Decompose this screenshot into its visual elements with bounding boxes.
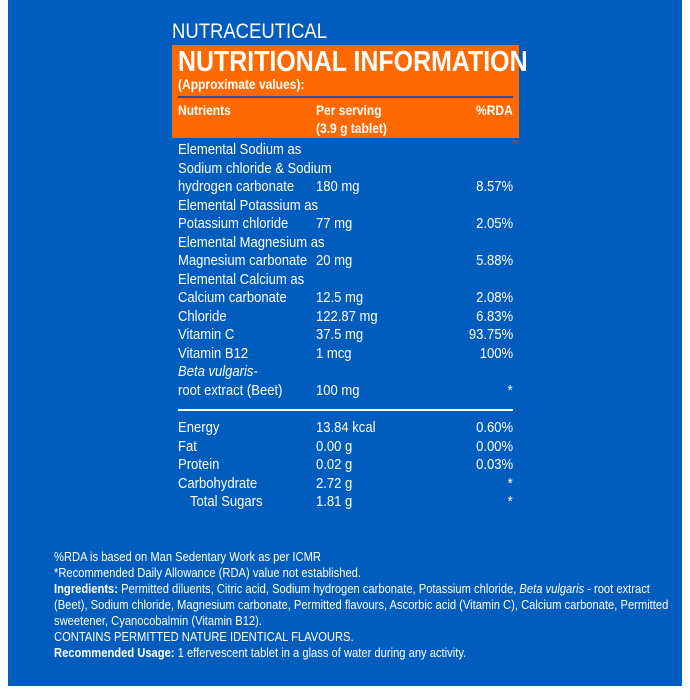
nutrient-value: 12.5 mg <box>316 290 364 306</box>
nutrient-name: Chloride <box>178 308 227 325</box>
table-divider <box>178 409 513 411</box>
nutrient-rda: 6.83% <box>475 308 513 325</box>
nutrient-value: 180 mg <box>316 179 360 195</box>
note-rda-asterisk: *Recommended Daily Allowance (RDA) value… <box>54 565 361 580</box>
nutrient-name: Vitamin C <box>178 327 235 343</box>
title: NUTRITIONAL INFORMATION <box>178 46 528 78</box>
nutrient-name: Calcium carbonate <box>178 290 287 306</box>
nutrient-value: 122.87 mg <box>316 308 378 325</box>
nutrient-value: 100 mg <box>316 382 360 399</box>
nutrient-rda: 0.60% <box>475 420 513 436</box>
brand-label: NUTRACEUTICAL <box>172 20 328 43</box>
col-nutrients: Nutrients <box>178 102 231 118</box>
usage-text: 1 effervescent tablet in a glass of wate… <box>174 645 467 660</box>
nutrient-value: 2.72 g <box>316 475 353 492</box>
header-box <box>172 45 519 138</box>
ingredients-line1: Ingredients: Permitted diluents, Citric … <box>54 580 650 597</box>
nutrient-name: Energy <box>178 420 220 436</box>
col-per-serving-size: (3.9 g tablet) <box>316 120 387 136</box>
nutrient-rda: 0.03% <box>475 457 513 473</box>
nutrient-value: 1 mcg <box>316 345 352 362</box>
nutrient-name: Protein <box>178 457 220 473</box>
ingredients-beta: Beta vulgaris <box>519 581 585 596</box>
usage-line: Recommended Usage: 1 effervescent tablet… <box>54 644 466 661</box>
ingredients-line3: sweetener, Cyanocobalmin (Vitamin B12). <box>54 613 262 628</box>
nutrient-name: Total Sugars <box>190 494 263 510</box>
nutrient-rda: * <box>507 494 513 510</box>
col-rda: %RDA <box>476 102 513 118</box>
nutrient-rda: 2.08% <box>475 290 513 306</box>
nutrient-name: Elemental Magnesium as <box>178 234 325 251</box>
nutrient-name: Sodium chloride & Sodium <box>178 160 332 177</box>
nutrient-name: Potassium chloride <box>178 216 289 232</box>
nutrient-rda: 100% <box>479 345 513 362</box>
nutrient-name: Magnesium carbonate <box>178 253 308 269</box>
note-rda-basis: %RDA is based on Man Sedentary Work as p… <box>54 549 321 564</box>
contains-note: CONTAINS PERMITTED NATURE IDENTICAL FLAV… <box>54 629 354 644</box>
col-per-serving: Per serving <box>316 102 382 118</box>
ingredients-text-b: - root extract <box>584 581 650 596</box>
nutrient-rda: * <box>507 475 513 492</box>
nutrient-name: Beta vulgaris- <box>178 364 258 380</box>
ingredients-line2: (Beet), Sodium chloride, Magnesium carbo… <box>54 597 669 612</box>
nutrient-name: Elemental Sodium as <box>178 142 302 158</box>
nutrient-value: 0.00 g <box>316 438 353 455</box>
nutrient-value: 20 mg <box>316 253 353 269</box>
nutrient-name: Fat <box>178 438 197 455</box>
nutrient-rda: * <box>507 382 513 399</box>
nutrient-rda: 0.00% <box>475 438 513 455</box>
ingredients-label: Ingredients: <box>54 581 118 596</box>
nutrient-name: Carbohydrate <box>178 475 258 492</box>
nutrient-value: 1.81 g <box>316 494 353 510</box>
nutrient-value: 13.84 kcal <box>316 420 376 436</box>
usage-label: Recommended Usage: <box>54 645 175 660</box>
nutrient-name: Elemental Calcium as <box>178 271 305 288</box>
nutrient-name: root extract (Beet) <box>178 382 283 399</box>
subtitle: (Approximate values): <box>178 76 305 92</box>
nutrient-name: hydrogen carbonate <box>178 179 295 195</box>
nutrient-name: Elemental Potassium as <box>178 197 318 214</box>
nutrient-rda: 93.75% <box>468 327 513 343</box>
nutrient-value: 0.02 g <box>316 457 353 473</box>
nutrient-rda: 5.88% <box>475 253 513 269</box>
ingredients-text: Permitted diluents, Citric acid, Sodium … <box>117 581 520 596</box>
nutrient-value: 37.5 mg <box>316 327 364 343</box>
header-divider <box>178 96 513 98</box>
nutrient-name: Vitamin B12 <box>178 345 249 362</box>
nutrient-rda: 2.05% <box>475 216 513 232</box>
nutrient-value: 77 mg <box>316 216 353 232</box>
nutrient-rda: 8.57% <box>475 179 513 195</box>
